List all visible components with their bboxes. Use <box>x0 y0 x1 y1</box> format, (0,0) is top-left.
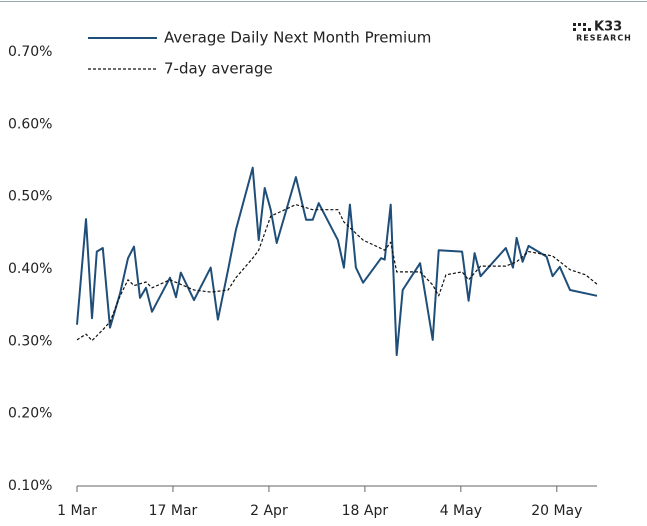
x-tick-label: 18 Apr <box>342 503 389 519</box>
x-tick-label: 20 May <box>531 503 582 519</box>
x-tick-label: 17 Mar <box>149 503 198 519</box>
y-tick-label: 0.50% <box>8 189 52 205</box>
logo-brand: K33 <box>594 20 622 35</box>
legend-label: Average Daily Next Month Premium <box>164 29 431 47</box>
logo-icon <box>573 23 591 31</box>
x-tick-label: 2 Apr <box>250 503 288 519</box>
series-line <box>76 204 598 342</box>
y-tick-label: 0.10% <box>8 478 52 494</box>
y-tick-label: 0.70% <box>8 44 52 60</box>
x-tick-label: 1 Mar <box>57 503 97 519</box>
y-tick-label: 0.30% <box>8 333 52 349</box>
series-line <box>76 166 598 357</box>
logo-sub: RESEARCH <box>576 34 632 43</box>
logo: K33 RESEARCH <box>573 20 632 43</box>
legend-label: 7-day average <box>164 60 273 78</box>
y-tick-label: 0.40% <box>8 261 52 277</box>
y-tick-label: 0.60% <box>8 116 52 132</box>
x-tick-label: 4 May <box>440 503 482 519</box>
y-tick-label: 0.20% <box>8 406 52 422</box>
